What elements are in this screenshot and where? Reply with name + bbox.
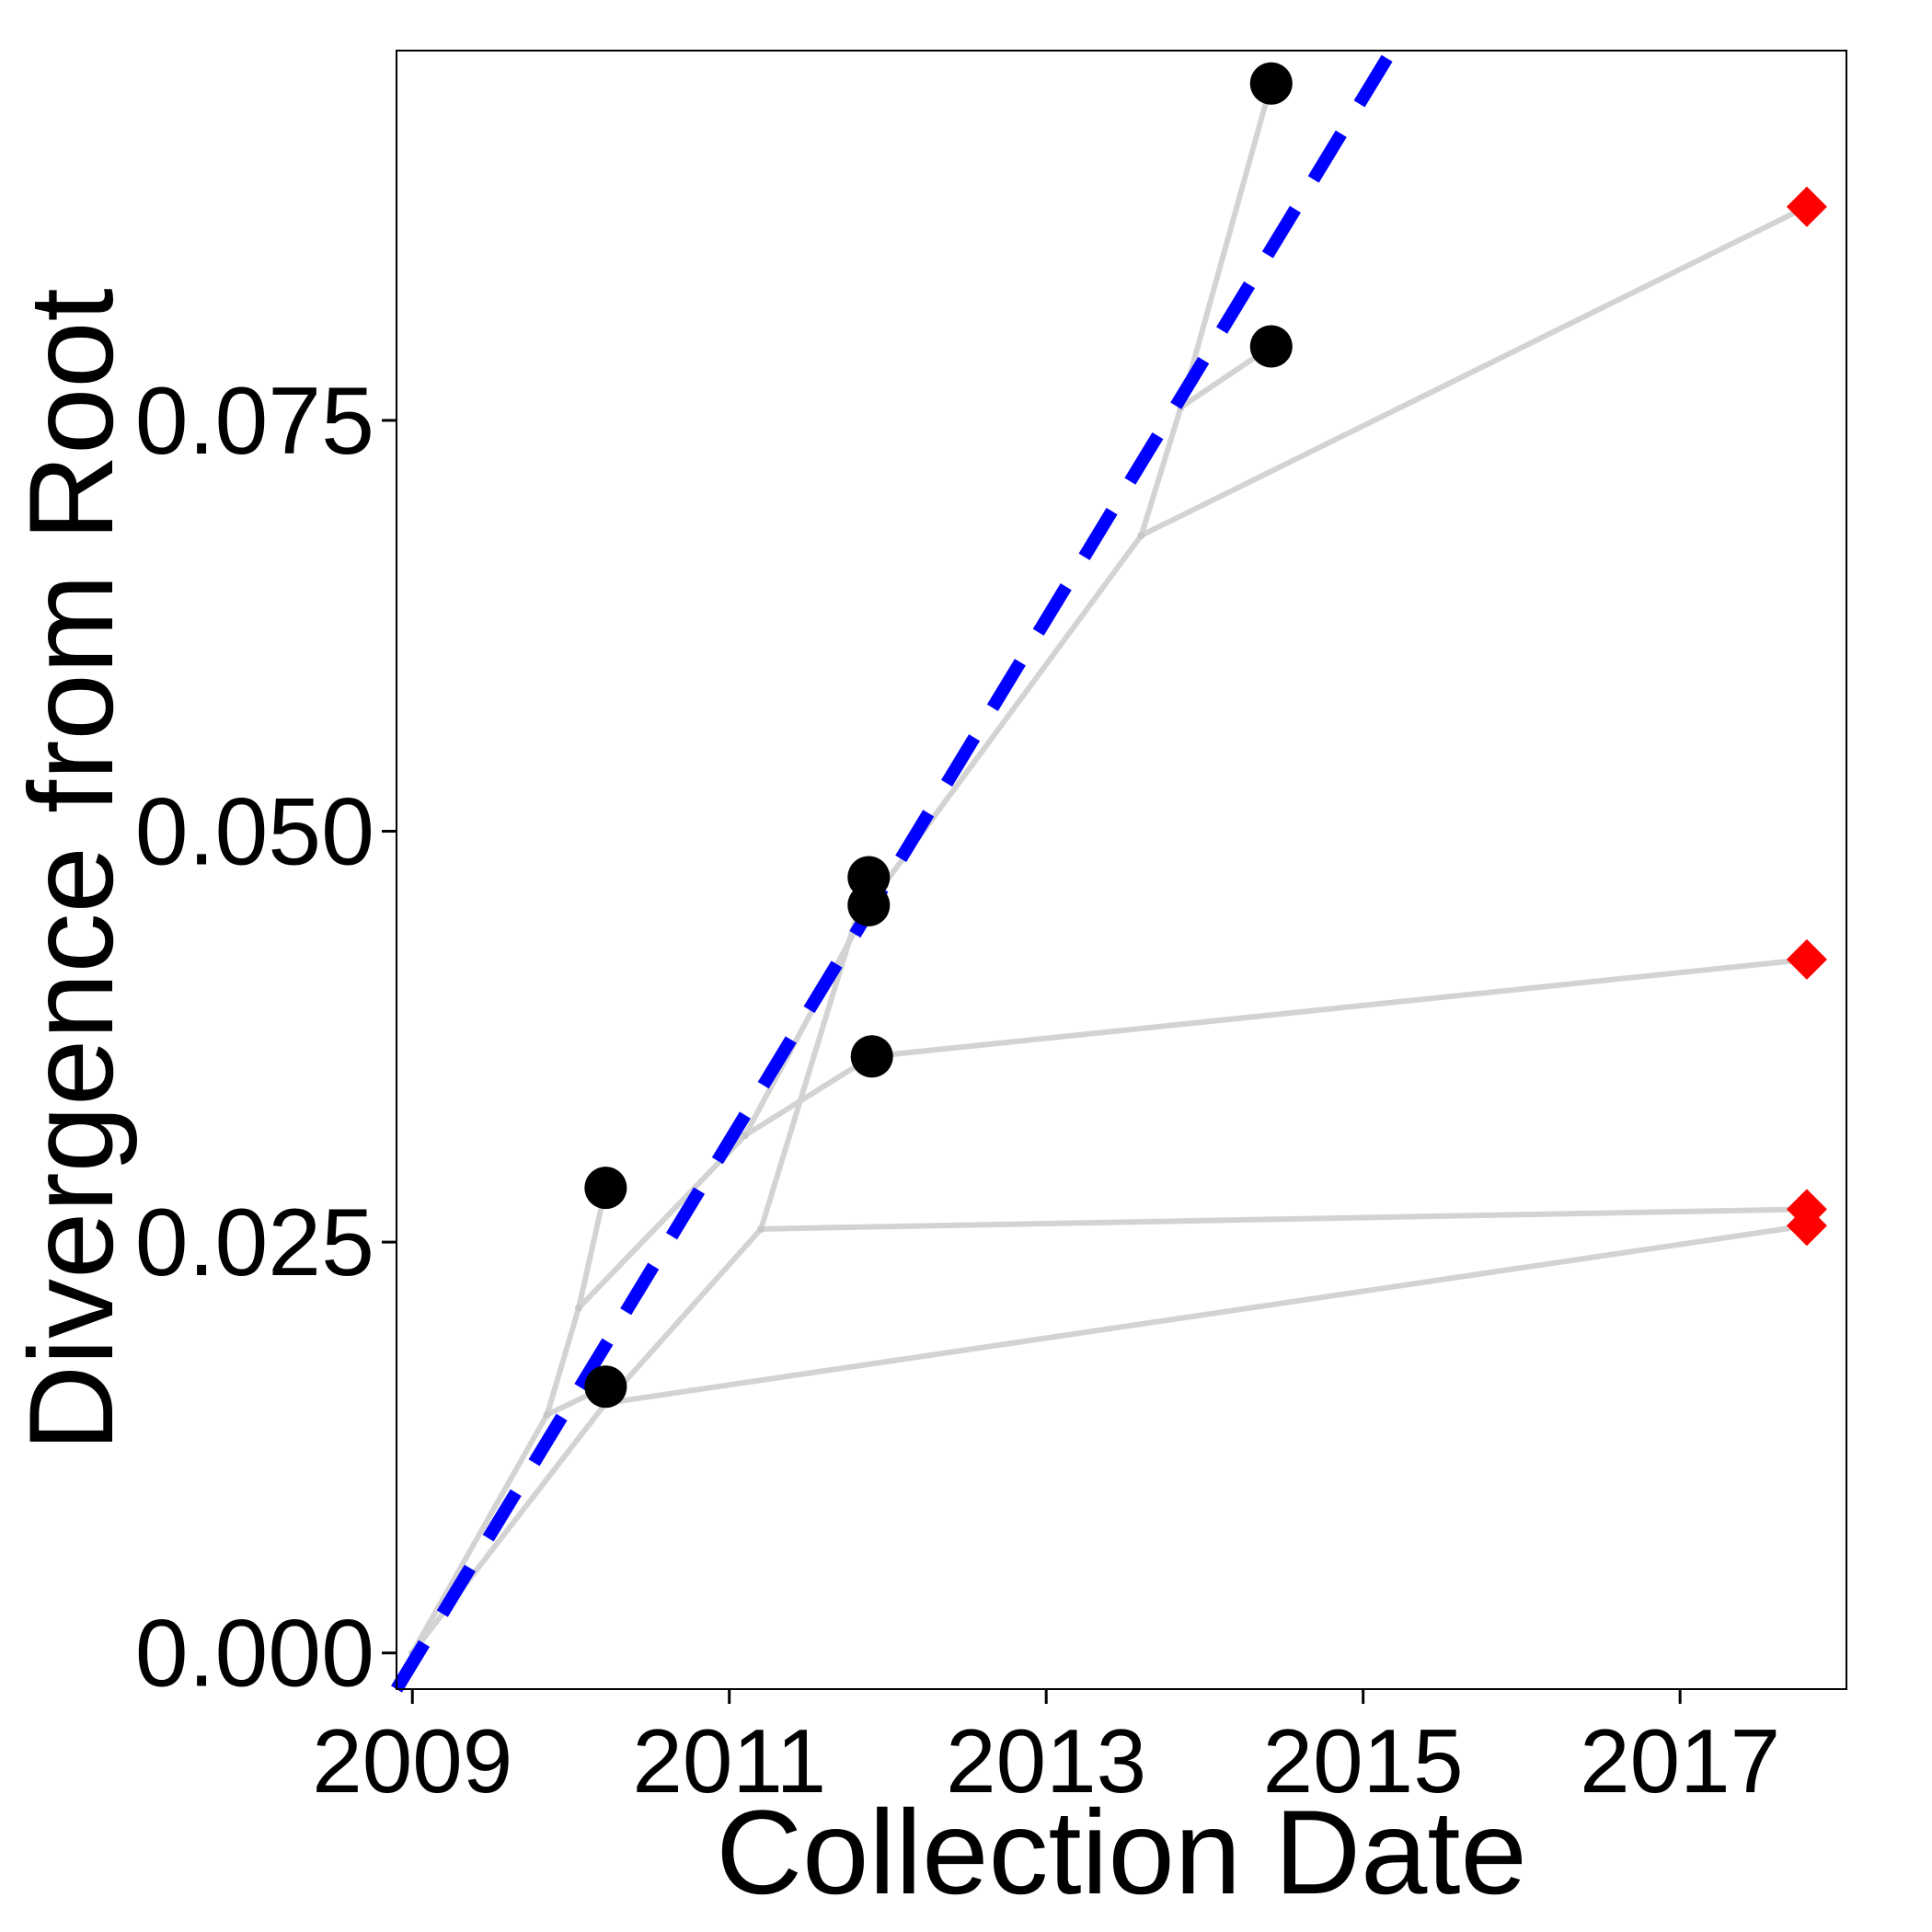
y-axis: 0.000 0.025 0.050 0.075 xyxy=(135,368,397,1708)
tree-node xyxy=(575,1304,583,1312)
tree-edge xyxy=(544,1305,582,1418)
tree-node xyxy=(757,1225,765,1233)
plot-frame xyxy=(396,50,1847,1690)
x-axis: 2009 2011 2013 2015 2017 xyxy=(312,1689,1780,1811)
x-tick-label: 2017 xyxy=(1580,1710,1780,1811)
tree-edge xyxy=(1138,404,1184,538)
x-tick-label: 2011 xyxy=(632,1710,826,1811)
undated-tip-point xyxy=(1786,1205,1827,1247)
tree-edge xyxy=(868,956,1810,1060)
tree-edge xyxy=(742,1053,875,1138)
dated-tip-point xyxy=(847,883,891,926)
dated-tip-point xyxy=(850,1035,893,1078)
dated-tip-point xyxy=(1249,325,1293,368)
tip-points xyxy=(584,62,1827,1409)
tree-edge xyxy=(758,874,872,1232)
y-tick-label: 0.075 xyxy=(135,368,374,475)
tree-edge xyxy=(603,1225,765,1407)
y-tick-label: 0.025 xyxy=(135,1190,374,1296)
tree-edge xyxy=(409,1411,550,1656)
tree-edge xyxy=(603,1223,1810,1407)
y-axis-title: Divergence from Root xyxy=(4,288,138,1451)
dated-tip-point xyxy=(1249,62,1293,105)
tree-node xyxy=(741,1131,749,1139)
dated-tip-point xyxy=(584,1365,627,1409)
y-tick-label: 0.050 xyxy=(135,779,374,886)
tree-edge xyxy=(576,1132,748,1311)
undated-tip-point xyxy=(1786,938,1827,980)
y-tick-label: 0.000 xyxy=(135,1601,374,1708)
tree-node xyxy=(543,1410,551,1419)
tree-edge xyxy=(1178,80,1274,410)
regression-line xyxy=(391,47,1397,1693)
x-tick-label: 2013 xyxy=(946,1710,1146,1811)
undated-tip-point xyxy=(1786,186,1827,227)
tree-edge xyxy=(1138,203,1810,538)
regression-layer xyxy=(391,47,1397,1693)
x-axis-title: Collection Date xyxy=(716,1785,1527,1919)
tree-node xyxy=(1137,531,1145,539)
x-tick-label: 2009 xyxy=(312,1710,512,1811)
dated-tip-point xyxy=(584,1167,627,1210)
tree-edge xyxy=(758,1206,1810,1232)
x-tick-label: 2015 xyxy=(1263,1710,1464,1811)
